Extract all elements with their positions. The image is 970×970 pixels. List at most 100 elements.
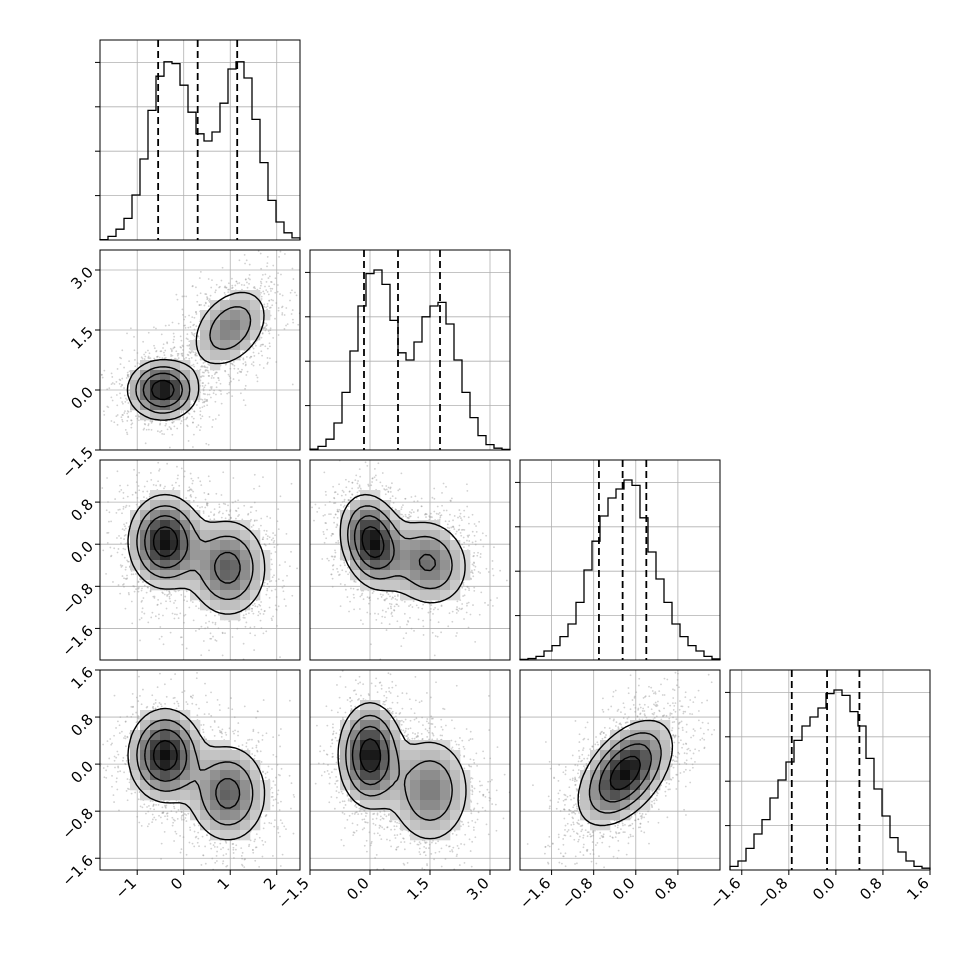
- sample-point: [198, 304, 201, 306]
- sample-point: [232, 501, 234, 504]
- sample-point: [185, 417, 188, 420]
- sample-point: [221, 266, 224, 269]
- sample-point: [234, 509, 237, 512]
- sample-point: [181, 308, 184, 311]
- sample-point: [275, 361, 278, 363]
- sample-point: [204, 498, 207, 501]
- density-cell: [140, 560, 151, 571]
- sample-point: [202, 375, 205, 378]
- sample-point: [208, 416, 211, 418]
- sample-point: [279, 250, 282, 253]
- sample-point: [238, 513, 240, 516]
- sample-point: [116, 368, 119, 370]
- density-cell: [130, 550, 141, 561]
- sample-point: [198, 400, 200, 403]
- sample-point: [269, 287, 272, 290]
- sample-point: [162, 643, 165, 646]
- density-cell: [210, 360, 221, 371]
- sample-point: [156, 603, 159, 606]
- sample-point: [246, 281, 248, 284]
- sample-point: [200, 365, 203, 368]
- sample-point: [218, 379, 220, 382]
- sample-point: [132, 585, 135, 587]
- sample-point: [190, 489, 193, 491]
- density-cell: [200, 570, 211, 581]
- histogram-p0: [99, 61, 301, 241]
- sample-point: [281, 306, 283, 309]
- sample-point: [245, 259, 248, 262]
- sample-point: [105, 572, 107, 575]
- sample-point: [180, 594, 183, 596]
- sample-point: [217, 376, 219, 379]
- sample-point: [155, 484, 158, 487]
- density-cell: [200, 520, 211, 531]
- sample-point: [138, 489, 141, 492]
- sample-point: [272, 753, 275, 756]
- density-cell: [240, 520, 251, 531]
- sample-point: [227, 288, 229, 291]
- sample-point: [189, 599, 192, 602]
- density-cell: [170, 410, 181, 421]
- density-cell: [220, 560, 231, 571]
- sample-point: [261, 354, 264, 357]
- sample-point: [269, 329, 272, 332]
- sample-point: [271, 576, 274, 579]
- sample-point: [209, 632, 212, 635]
- density-cell: [130, 520, 141, 531]
- sample-point: [253, 487, 255, 490]
- density-cell: [250, 290, 261, 301]
- sample-point: [158, 814, 160, 817]
- sample-point: [173, 346, 176, 349]
- sample-point: [259, 612, 262, 615]
- sample-point: [206, 404, 209, 407]
- sample-point: [237, 507, 240, 510]
- sample-point: [113, 421, 116, 424]
- sample-point: [147, 428, 150, 431]
- sample-point: [290, 313, 293, 315]
- sample-point: [193, 335, 196, 338]
- sample-point: [203, 400, 206, 403]
- sample-point: [268, 275, 271, 278]
- density-cell: [150, 540, 161, 551]
- sample-point: [218, 389, 221, 392]
- hist-panel-2: [515, 459, 721, 661]
- sample-point: [179, 636, 182, 639]
- sample-point: [270, 552, 273, 555]
- sample-point: [261, 332, 264, 334]
- sample-point: [110, 420, 113, 422]
- sample-point: [271, 563, 273, 566]
- sample-point: [106, 477, 108, 479]
- sample-point: [179, 612, 182, 615]
- sample-point: [203, 401, 206, 404]
- density-cell: [210, 570, 221, 581]
- sample-point: [166, 341, 168, 344]
- sample-point: [180, 636, 183, 639]
- sample-point: [201, 375, 204, 377]
- sample-point: [218, 510, 221, 513]
- sample-point: [188, 314, 190, 317]
- density-cell: [230, 530, 241, 541]
- sample-point: [130, 410, 132, 413]
- sample-point: [126, 577, 129, 580]
- sample-point: [207, 382, 210, 385]
- sample-point: [183, 599, 185, 602]
- sample-point: [265, 327, 268, 330]
- sample-point: [244, 384, 247, 387]
- sample-point: [252, 524, 255, 527]
- sample-point: [201, 415, 204, 418]
- sample-point: [262, 327, 265, 330]
- sample-point: [270, 280, 272, 283]
- density-cell: [260, 570, 271, 581]
- sample-point: [156, 604, 159, 606]
- sample-point: [121, 512, 123, 515]
- density-cell: [140, 510, 151, 521]
- sample-point: [127, 415, 130, 418]
- sample-point: [125, 522, 128, 524]
- density-cell: [250, 560, 261, 571]
- sample-point: [127, 389, 130, 392]
- density-cell: [210, 300, 221, 311]
- sample-point: [122, 583, 124, 586]
- sample-point: [173, 840, 176, 842]
- density-cell: [210, 580, 221, 591]
- sample-point: [138, 415, 140, 418]
